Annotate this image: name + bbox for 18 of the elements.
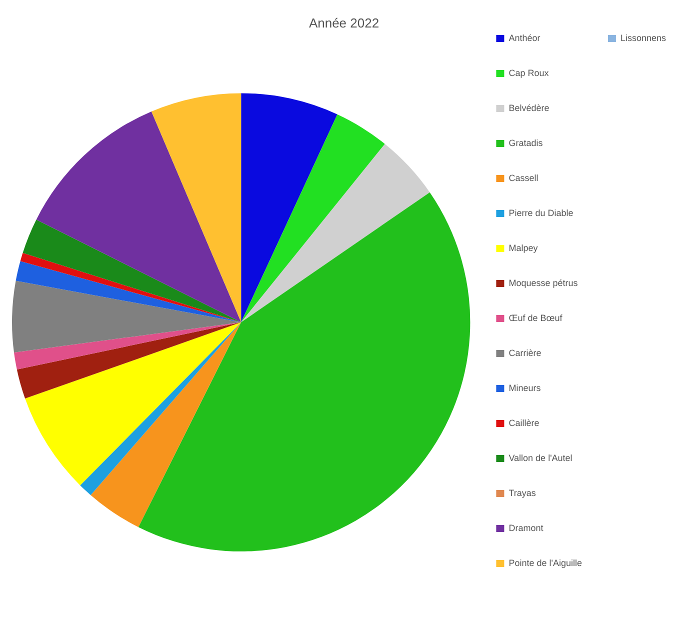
legend-label: Cap Roux	[508, 68, 550, 78]
legend-label: Anthéor	[508, 32, 540, 43]
legend-label: Moquesse pétrus	[508, 278, 578, 288]
legend-label: Pierre du Diable	[508, 208, 574, 218]
legend-label: Cassell	[508, 172, 538, 183]
chart-title: Année 2022	[308, 15, 380, 30]
legend-label: Vallon de l'Autel	[508, 452, 572, 463]
legend-label: Pointe de l'Aiguille	[508, 558, 582, 568]
legend-label: Dramont	[508, 522, 544, 533]
legend-label: Trayas	[508, 488, 536, 498]
legend-label: Belvédère	[508, 102, 550, 113]
legend-label: Mineurs	[508, 382, 542, 393]
legend-label: Malpey	[508, 242, 538, 253]
legend-label: Œuf de Bœuf	[508, 312, 563, 323]
legend-label: Lissonnens	[620, 32, 666, 43]
legend-label: Caillère	[508, 418, 540, 428]
legend-label: Carrière	[508, 348, 542, 358]
legend-label: Gratadis	[508, 138, 544, 148]
